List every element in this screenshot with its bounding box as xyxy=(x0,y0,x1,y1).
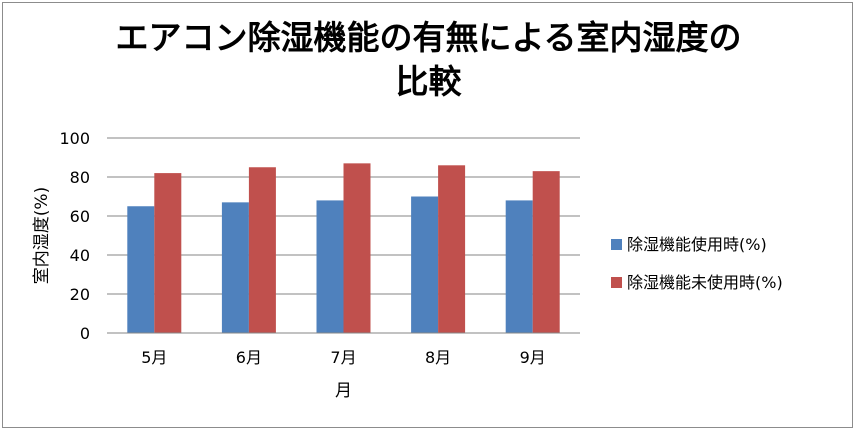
legend-swatch xyxy=(611,239,622,250)
y-tick-label: 20 xyxy=(70,285,90,304)
bar xyxy=(154,173,182,333)
x-tick-label: 6月 xyxy=(236,348,262,367)
x-tick-label: 8月 xyxy=(425,348,451,367)
chart-title-line2: 比較 xyxy=(395,62,462,101)
legend: 除湿機能使用時(%) 除湿機能未使用時(%) xyxy=(611,235,783,292)
chart-title: エアコン除湿機能の有無による室内湿度の 比較 xyxy=(0,16,857,104)
bar xyxy=(343,163,371,333)
bars xyxy=(127,163,560,333)
x-tick-label: 9月 xyxy=(520,348,546,367)
legend-label: 除湿機能使用時(%) xyxy=(627,235,767,254)
bar xyxy=(316,200,344,333)
bar xyxy=(127,206,155,333)
y-tick-label: 100 xyxy=(59,129,90,148)
bar xyxy=(411,196,439,333)
x-tick-label: 7月 xyxy=(330,348,356,367)
legend-swatch xyxy=(611,277,622,288)
y-axis-label: 室内湿度(%) xyxy=(32,187,52,284)
y-tick-label: 0 xyxy=(80,324,90,343)
x-axis-label: 月 xyxy=(335,381,352,401)
bar xyxy=(505,200,533,333)
bar xyxy=(221,202,249,333)
legend-label: 除湿機能未使用時(%) xyxy=(627,273,783,292)
y-tick-label: 80 xyxy=(70,168,90,187)
x-tick-labels: 5月 6月 7月 8月 9月 xyxy=(141,348,546,367)
chart-title-line1: エアコン除湿機能の有無による室内湿度の xyxy=(115,18,742,57)
y-tick-labels: 0 20 40 60 80 100 xyxy=(59,129,90,343)
bar xyxy=(248,167,276,333)
bar xyxy=(532,171,560,333)
y-tick-label: 60 xyxy=(70,207,90,226)
x-tick-label: 5月 xyxy=(141,348,167,367)
bar xyxy=(438,165,466,333)
y-tick-label: 40 xyxy=(70,246,90,265)
